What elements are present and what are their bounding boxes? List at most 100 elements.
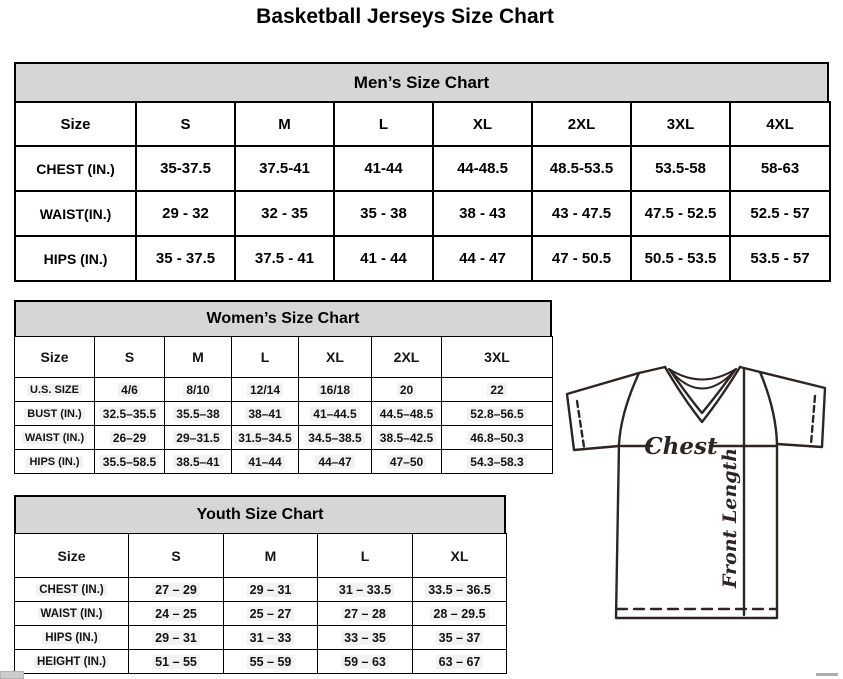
size-corner-header: Size <box>14 101 137 147</box>
data-cell: 44–47 <box>298 449 372 474</box>
collar-outer-v <box>663 365 742 424</box>
cell-text: 59 – 63 <box>341 654 389 669</box>
table-row: HIPS (IN.) 29 – 31 31 – 33 33 – 35 35 – 37 <box>14 625 507 650</box>
cell-text: U.S. SIZE <box>27 383 82 396</box>
data-cell: 44-48.5 <box>432 145 533 192</box>
cell-text: M <box>264 547 277 564</box>
cell-text: S <box>180 115 191 133</box>
row-label: WAIST (IN.) <box>14 425 95 450</box>
cell-text: L <box>360 547 370 564</box>
data-cell: 50.5 - 53.5 <box>630 235 731 282</box>
cell-text: 46.8–50.3 <box>467 430 527 445</box>
cell-text: 44–47 <box>315 454 355 469</box>
mens-size-chart-section: Men’s Size Chart Size S M L XL 2XL 3XL 4XL CHEST… <box>14 62 831 282</box>
size-column-header: S <box>135 101 236 147</box>
data-cell: 25 – 27 <box>223 601 318 626</box>
data-cell: 32 - 35 <box>234 190 335 237</box>
cell-text: HIPS (IN.) <box>42 631 101 644</box>
size-corner-header: Size <box>14 533 129 578</box>
data-cell: 24 – 25 <box>128 601 224 626</box>
jersey-outline <box>565 365 827 620</box>
cell-text: Size <box>60 115 91 133</box>
row-label: HIPS (IN.) <box>14 235 137 282</box>
cell-text: 33.5 – 36.5 <box>425 582 494 597</box>
cell-text: 51 – 55 <box>152 654 200 669</box>
cell-text: 3XL <box>666 115 695 133</box>
cell-text: 35-37.5 <box>160 160 211 177</box>
data-cell: 35 - 37.5 <box>135 235 236 282</box>
header-row: Size S M L XL 2XL 3XL 4XL <box>14 101 831 147</box>
cell-text: 32 - 35 <box>261 205 308 222</box>
data-cell: 44 - 47 <box>432 235 533 282</box>
table-row: WAIST(IN.) 29 - 32 32 - 35 35 - 38 38 - 43 43… <box>14 190 831 237</box>
cell-text: 27 – 28 <box>341 606 389 621</box>
header-row: Size S M L XL <box>14 533 507 578</box>
cell-text: 3XL <box>484 349 510 365</box>
horizontal-scrollbar-thumb[interactable] <box>0 671 24 679</box>
header-row: Size S M L XL 2XL 3XL <box>14 336 553 378</box>
data-cell: 22 <box>441 377 553 402</box>
size-column-header: S <box>128 533 224 578</box>
row-label: HIPS (IN.) <box>14 449 95 474</box>
data-cell: 59 – 63 <box>317 649 413 674</box>
cell-text: 41-44 <box>364 160 403 177</box>
cell-text: 26–29 <box>109 430 150 445</box>
cell-text: WAIST (IN.) <box>21 431 88 444</box>
right-cuff-dashed-line <box>809 394 817 446</box>
cell-text: 29–31.5 <box>173 430 223 445</box>
cell-text: 44.5–48.5 <box>376 406 437 421</box>
data-cell: 35.5–58.5 <box>94 449 165 474</box>
cell-text: 37.5 - 41 <box>254 250 315 267</box>
size-column-header: M <box>164 336 232 378</box>
chest-label: Chest <box>644 433 718 460</box>
data-cell: 38–41 <box>231 401 299 426</box>
data-cell: 43 - 47.5 <box>531 190 632 237</box>
size-column-header: XL <box>412 533 507 578</box>
cell-text: 4XL <box>766 115 794 133</box>
cell-text: 58-63 <box>760 160 800 177</box>
table-row: HIPS (IN.) 35.5–58.5 38.5–41 41–44 44–47 47–5… <box>14 449 553 474</box>
data-cell: 32.5–35.5 <box>94 401 165 426</box>
cell-text: 2XL <box>567 115 596 133</box>
cell-text: M <box>278 115 291 133</box>
data-cell: 46.8–50.3 <box>441 425 553 450</box>
cell-text: 16/18 <box>316 382 354 397</box>
cell-text: 35 – 37 <box>435 630 484 645</box>
data-cell: 29 – 31 <box>223 577 318 602</box>
cell-text: 27 – 29 <box>152 582 200 597</box>
collar-sag-line-1 <box>668 368 737 381</box>
cell-text: 33 – 35 <box>341 630 389 645</box>
page-title: Basketball Jerseys Size Chart <box>256 5 554 28</box>
cell-text: S <box>124 349 135 365</box>
cell-text: CHEST (IN.) <box>36 160 115 177</box>
data-cell: 54.3–58.3 <box>441 449 553 474</box>
row-label: CHEST (IN.) <box>14 577 129 602</box>
cell-text: 32.5–35.5 <box>99 406 160 421</box>
cell-text: 44-48.5 <box>457 160 508 177</box>
cell-text: 47–50 <box>386 454 427 469</box>
cell-text: 24 – 25 <box>152 606 200 621</box>
data-cell: 8/10 <box>164 377 232 402</box>
collar-sag-line-2 <box>668 368 737 390</box>
data-cell: 38.5–42.5 <box>371 425 442 450</box>
cell-text: HIPS (IN.) <box>43 250 108 267</box>
cell-text: 41 - 44 <box>360 250 407 267</box>
data-cell: 41–44.5 <box>298 401 372 426</box>
row-label: HEIGHT (IN.) <box>14 649 129 674</box>
cell-text: 53.5 - 57 <box>750 250 810 267</box>
womens-size-chart-section: Women’s Size Chart Size S M L XL 2XL 3XL U.S. S… <box>14 300 553 474</box>
cell-text: HEIGHT (IN.) <box>34 655 109 668</box>
jersey-measurement-diagram: Chest Front Length <box>565 365 827 620</box>
scrollbar-fragment[interactable] <box>816 673 838 676</box>
row-label: WAIST(IN.) <box>14 190 137 237</box>
data-cell: 53.5 - 57 <box>729 235 831 282</box>
data-cell: 33 – 35 <box>317 625 413 650</box>
data-cell: 33.5 – 36.5 <box>412 577 507 602</box>
cell-text: 55 – 59 <box>246 654 295 669</box>
womens-size-table: Size S M L XL 2XL 3XL U.S. SIZE 4/6 8/10 12/14 16/1… <box>14 336 553 474</box>
right-sleeve-seam <box>758 370 779 446</box>
cell-text: 38 - 43 <box>459 205 506 222</box>
left-sleeve-seam <box>617 371 641 446</box>
cell-text: 44 - 47 <box>459 250 506 267</box>
